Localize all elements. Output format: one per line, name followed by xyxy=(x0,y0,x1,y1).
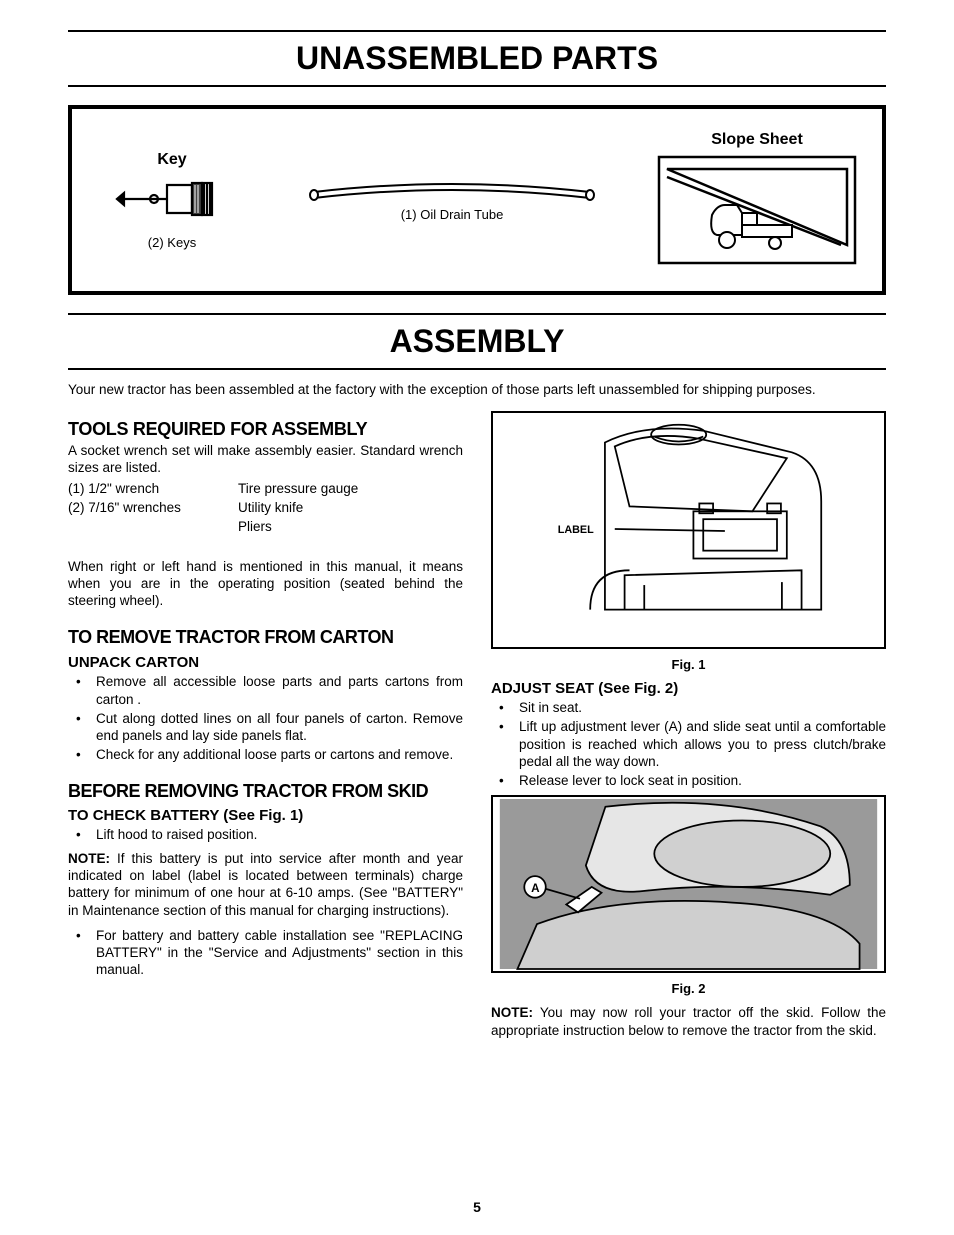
tool-row-1: (2) 7/16" wrenches Utility knife xyxy=(68,500,463,515)
slope-label: Slope Sheet xyxy=(652,131,862,149)
fig2-marker: A xyxy=(531,882,540,895)
list-item: Lift hood to raised position. xyxy=(68,826,463,843)
tube-icon xyxy=(302,178,602,204)
list-item: Remove all accessible loose parts and pa… xyxy=(68,673,463,708)
bottom-note: NOTE: You may now roll your tractor off … xyxy=(491,1004,886,1039)
battery-note: NOTE: If this battery is put into servic… xyxy=(68,850,463,919)
fig2-caption: Fig. 2 xyxy=(491,981,886,996)
title-assembly: ASSEMBLY xyxy=(68,315,886,368)
tool-c1: (1) 1/2" wrench xyxy=(68,481,238,496)
fig1-box: LABEL xyxy=(491,411,886,649)
tools-intro: A socket wrench set will make assembly e… xyxy=(68,442,463,477)
list-item: Sit in seat. xyxy=(491,699,886,716)
right-column: LABEL Fig. 1 ADJUST SEAT (See Fig. 2) Si… xyxy=(491,411,886,1041)
note-label: NOTE: xyxy=(68,851,110,866)
fig2-illustration: A xyxy=(493,797,884,971)
before-heading: BEFORE REMOVING TRACTOR FROM SKID xyxy=(68,782,463,802)
bottom-note-label: NOTE: xyxy=(491,1005,533,1020)
remove-heading: TO REMOVE TRACTOR FROM CARTON xyxy=(68,627,463,648)
two-columns: TOOLS REQUIRED FOR ASSEMBLY A socket wre… xyxy=(68,411,886,1041)
adjust-list: Sit in seat. Lift up adjustment lever (A… xyxy=(491,699,886,789)
key-item: Key (2) Keys xyxy=(92,151,252,250)
list-item: Release lever to lock seat in position. xyxy=(491,772,886,789)
rule-assembly-bottom xyxy=(68,368,886,370)
list-item: Check for any additional loose parts or … xyxy=(68,746,463,763)
bottom-note-text: You may now roll your tractor off the sk… xyxy=(491,1005,886,1037)
unpack-list: Remove all accessible loose parts and pa… xyxy=(68,673,463,763)
list-item: For battery and battery cable installati… xyxy=(68,927,463,979)
key-caption: (2) Keys xyxy=(92,235,252,250)
key-label: Key xyxy=(92,151,252,169)
tools-heading: TOOLS REQUIRED FOR ASSEMBLY xyxy=(68,419,463,440)
page-number: 5 xyxy=(0,1199,954,1215)
left-column: TOOLS REQUIRED FOR ASSEMBLY A socket wre… xyxy=(68,411,463,1041)
tool-c2: Tire pressure gauge xyxy=(238,481,358,496)
fig1-caption: Fig. 1 xyxy=(491,657,886,672)
tube-item: (1) Oil Drain Tube xyxy=(292,178,612,222)
slope-icon xyxy=(657,155,857,265)
tool-c2: Utility knife xyxy=(238,500,303,515)
note-text: If this battery is put into service afte… xyxy=(68,851,463,918)
tools-note: When right or left hand is mentioned in … xyxy=(68,558,463,610)
rule-under-title1 xyxy=(68,85,886,87)
slope-item: Slope Sheet xyxy=(652,131,862,270)
battery-list1: Lift hood to raised position. xyxy=(68,826,463,843)
list-item: Lift up adjustment lever (A) and slide s… xyxy=(491,718,886,770)
fig1-label-text: LABEL xyxy=(558,524,594,536)
tool-c1 xyxy=(68,519,238,534)
adjust-heading: ADJUST SEAT (See Fig. 2) xyxy=(491,680,886,697)
tool-c1: (2) 7/16" wrenches xyxy=(68,500,238,515)
parts-box: Key (2) Keys xyxy=(68,105,886,295)
fig1-illustration: LABEL xyxy=(493,413,884,647)
tube-caption: (1) Oil Drain Tube xyxy=(292,207,612,222)
title-unassembled: UNASSEMBLED PARTS xyxy=(68,32,886,85)
intro-text: Your new tractor has been assembled at t… xyxy=(68,382,886,397)
fig2-box: A xyxy=(491,795,886,973)
key-icon xyxy=(112,169,232,224)
tool-row-2: Pliers xyxy=(68,519,463,534)
battery-list2: For battery and battery cable installati… xyxy=(68,927,463,979)
tool-row-0: (1) 1/2" wrench Tire pressure gauge xyxy=(68,481,463,496)
tool-c2: Pliers xyxy=(238,519,272,534)
list-item: Cut along dotted lines on all four panel… xyxy=(68,710,463,745)
unpack-sub: UNPACK CARTON xyxy=(68,654,463,671)
battery-sub: TO CHECK BATTERY (See Fig. 1) xyxy=(68,807,463,824)
